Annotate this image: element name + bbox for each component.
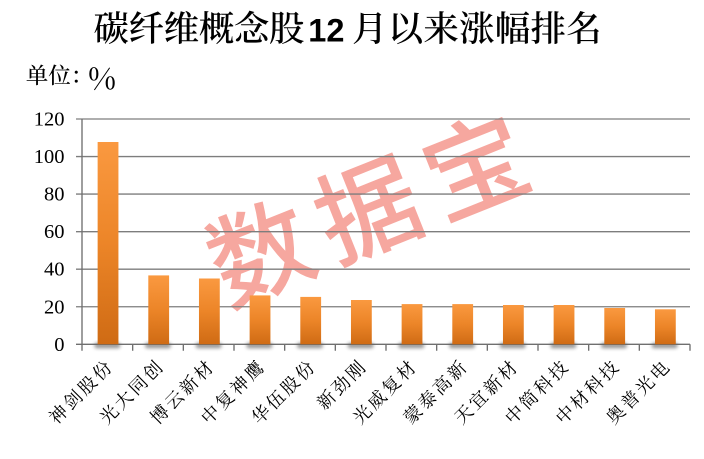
svg-text:100: 100	[34, 146, 65, 168]
svg-text:20: 20	[44, 296, 65, 318]
svg-text:12: 12	[308, 13, 344, 49]
svg-text:40: 40	[44, 259, 65, 281]
svg-text:80: 80	[44, 184, 65, 206]
svg-text:60: 60	[44, 221, 65, 243]
svg-text:120: 120	[34, 109, 65, 131]
svg-text:0: 0	[54, 334, 64, 356]
